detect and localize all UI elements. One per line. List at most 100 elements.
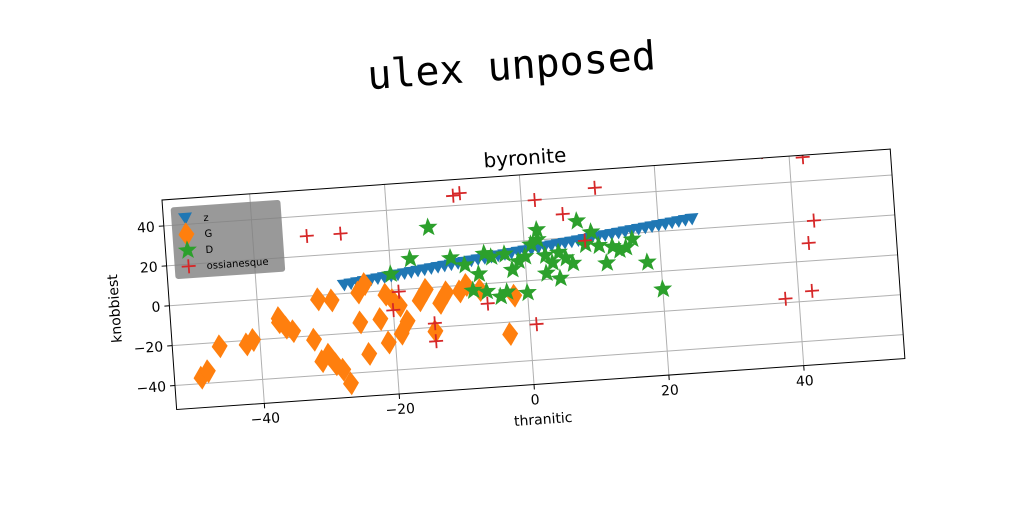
point-d <box>527 229 547 249</box>
point-d <box>550 268 570 287</box>
grid-line-x <box>518 174 535 385</box>
grid-line-y <box>169 254 898 307</box>
point-d <box>609 240 629 259</box>
point-ossianesque <box>587 180 602 195</box>
y-tick-label: −40 <box>136 379 167 397</box>
point-ossianesque <box>429 334 444 349</box>
point-d <box>536 263 556 282</box>
point-d <box>527 219 547 239</box>
point-g <box>391 293 408 318</box>
point-d <box>477 281 497 301</box>
point-d <box>589 235 609 255</box>
point-ossianesque <box>795 150 810 165</box>
point-g <box>502 322 519 347</box>
point-d <box>497 282 517 301</box>
y-axis-label: knobbiest <box>105 273 126 343</box>
point-g <box>211 334 228 359</box>
grid <box>163 156 904 404</box>
legend-marker-D <box>177 240 197 259</box>
point-d <box>469 264 489 283</box>
grid-line-y <box>174 334 904 387</box>
chart-title: byronite <box>483 143 567 173</box>
grid-line-x <box>653 165 670 376</box>
point-d <box>517 282 537 302</box>
point-ossianesque <box>333 226 348 241</box>
axes-frame <box>161 148 906 411</box>
point-g <box>377 282 394 307</box>
point-g <box>361 341 378 366</box>
point-g <box>238 332 255 357</box>
point-ossianesque <box>841 126 856 141</box>
point-g <box>372 307 389 332</box>
y-tick-label: 20 <box>139 259 158 276</box>
point-d <box>494 244 514 263</box>
point-g <box>199 359 216 384</box>
point-d <box>542 252 562 272</box>
legend-label: G <box>204 229 212 241</box>
point-ossianesque <box>527 192 542 208</box>
point-ossianesque <box>446 188 461 203</box>
point-ossianesque <box>555 207 570 222</box>
point-g <box>323 288 340 313</box>
y-tick-label: 0 <box>151 299 161 316</box>
point-d <box>521 234 541 253</box>
point-d <box>502 259 522 279</box>
point-ossianesque <box>480 296 495 311</box>
legend-label: D <box>205 245 214 257</box>
legend-label: ossianesque <box>206 257 269 272</box>
point-d <box>381 264 401 283</box>
series-G <box>193 272 523 396</box>
x-tick-label: −40 <box>250 410 281 428</box>
point-g <box>350 280 367 305</box>
x-tick-label: 40 <box>795 373 814 390</box>
point-g <box>306 327 323 352</box>
y-tick-label: −20 <box>133 339 164 357</box>
y-tick-label: 40 <box>137 220 156 237</box>
point-g <box>356 272 373 297</box>
point-ossianesque <box>386 303 401 318</box>
point-ossianesque <box>299 228 314 244</box>
point-g <box>427 319 444 344</box>
point-g <box>335 357 352 382</box>
point-g <box>193 365 210 390</box>
point-ossianesque <box>427 316 442 331</box>
point-d <box>481 247 501 266</box>
x-tick-label: −20 <box>385 401 416 419</box>
point-ossianesque <box>806 213 821 228</box>
point-d <box>515 246 535 266</box>
legend-frame <box>170 199 286 280</box>
grid-line-x <box>788 156 805 366</box>
point-d <box>567 211 587 230</box>
point-g <box>393 321 410 346</box>
plot-area <box>193 126 856 396</box>
point-d <box>622 229 642 248</box>
point-ossianesque <box>529 317 544 332</box>
point-g <box>380 330 397 355</box>
point-d <box>616 237 636 257</box>
point-d <box>508 251 528 270</box>
point-g <box>417 277 434 302</box>
point-d <box>454 255 474 274</box>
legend-label: z <box>203 213 209 224</box>
point-ossianesque <box>805 283 820 298</box>
point-g <box>432 290 449 315</box>
point-ossianesque <box>801 235 816 251</box>
point-ossianesque <box>778 291 793 306</box>
point-g <box>285 319 302 344</box>
point-ossianesque <box>577 233 592 248</box>
point-d <box>400 248 420 268</box>
point-ossianesque <box>391 284 406 299</box>
point-d <box>440 248 460 267</box>
point-d <box>581 222 601 241</box>
point-g <box>314 349 331 374</box>
point-g <box>438 280 455 305</box>
series-D <box>381 211 673 306</box>
x-tick-label: 20 <box>661 382 680 399</box>
point-ossianesque <box>452 186 467 201</box>
x-axis-label: thranitic <box>514 410 574 430</box>
point-z <box>684 213 699 226</box>
point-d <box>637 252 657 271</box>
point-g <box>411 288 428 313</box>
